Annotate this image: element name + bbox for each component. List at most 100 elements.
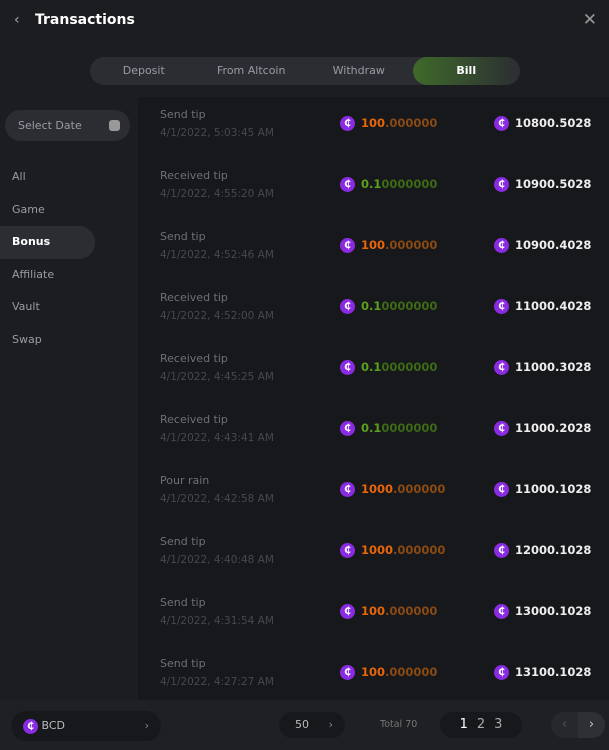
sidebar-item-all[interactable]: All [12,170,26,183]
amount-main: 100 [361,665,386,679]
tab-from-altcoin[interactable]: From Altcoin [217,64,286,77]
balance: ₵ 11000.4028 [494,299,591,314]
amount-main: 100 [361,238,386,252]
bcd-coin-icon: ₵ [23,718,38,734]
table-row: Received tip 4/1/2022, 4:52:00 AM ₵ 0.10000… [138,280,609,341]
bcd-coin-icon: ₵ [340,482,355,497]
bcd-coin-icon: ₵ [494,177,509,192]
page-3-button[interactable]: 3 [494,717,503,732]
balance: ₵ 11000.2028 [494,421,591,436]
balance: ₵ 13000.1028 [494,604,591,619]
currency-select[interactable]: ₵ BCD › [11,711,161,741]
amount-main: 1000 [361,482,394,496]
close-icon[interactable]: ✕ [582,10,597,30]
balance-value: 11000.4028 [515,299,592,313]
transaction-type: Send tip [160,230,206,243]
select-date-placeholder: Select Date [18,119,82,132]
transaction-type: Received tip [160,169,228,182]
transaction-type: Pour rain [160,474,210,487]
amount-decimals: 0000000 [381,421,438,435]
table-row: Received tip 4/1/2022, 4:43:41 AM ₵ 0.10000… [138,402,609,463]
amount-decimals: .000000 [385,238,438,252]
table-row: Send tip 4/1/2022, 5:03:45 AM ₵ 100.000000 ₵… [138,97,609,158]
transaction-amount: ₵ 0.10000000 [340,360,437,375]
balance: ₵ 11000.3028 [494,360,591,375]
bcd-coin-icon: ₵ [340,360,355,375]
calendar-icon[interactable] [109,120,120,131]
bcd-coin-icon: ₵ [340,421,355,436]
transaction-amount: ₵ 0.10000000 [340,299,437,314]
amount-decimals: 0000000 [381,177,438,191]
balance-value: 12000.1028 [515,543,592,557]
amount-decimals: .000000 [393,482,446,496]
bcd-coin-icon: ₵ [494,604,509,619]
amount-main: 100 [361,604,386,618]
balance: ₵ 10900.4028 [494,238,591,253]
page-2-button[interactable]: 2 [476,717,486,732]
sidebar-item-game[interactable]: Game [12,202,45,216]
table-row: Send tip 4/1/2022, 4:27:27 AM ₵ 100.000000 ₵… [138,646,609,707]
transaction-amount: ₵ 100.000000 [340,665,437,680]
bcd-coin-icon: ₵ [494,299,509,314]
sidebar-item-vault[interactable]: Vault [12,300,40,313]
bcd-coin-icon: ₵ [494,116,509,131]
transaction-time: 4/1/2022, 4:31:54 AM [160,615,274,627]
amount-main: 0.1 [361,299,382,313]
transaction-time: 4/1/2022, 4:42:58 AM [160,493,274,505]
amount-main: 1000 [361,543,394,557]
balance: ₵ 11000.1028 [494,482,591,497]
transaction-amount: ₵ 100.000000 [340,116,437,131]
bcd-coin-icon: ₵ [494,665,509,680]
tab-bar: Deposit From Altcoin Withdraw Bill [90,57,520,85]
table-row: Pour rain 4/1/2022, 4:42:58 AM ₵ 1000.00000… [138,463,609,524]
bcd-coin-icon: ₵ [340,238,355,253]
bcd-coin-icon: ₵ [494,421,509,436]
table-row: Received tip 4/1/2022, 4:45:25 AM ₵ 0.10000… [138,341,609,402]
balance: ₵ 10800.5028 [494,116,591,131]
amount-decimals: 0000000 [381,360,438,374]
balance-value: 10800.5028 [515,116,592,130]
back-icon[interactable]: ‹ [14,12,20,28]
transaction-time: 4/1/2022, 4:43:41 AM [160,432,274,444]
transaction-type: Received tip [160,352,228,365]
transaction-type: Received tip [160,413,228,426]
transaction-type: Send tip [160,596,206,609]
tab-bill[interactable]: Bill [412,57,520,85]
bcd-coin-icon: ₵ [340,116,355,131]
sidebar-item-swap[interactable]: Swap [12,332,42,346]
transaction-type: Send tip [160,535,206,548]
balance-value: 10900.5028 [515,177,592,191]
next-page-button[interactable]: › [578,712,605,738]
balance: ₵ 13100.1028 [494,665,591,680]
select-date-input[interactable]: Select Date [5,110,130,141]
prev-page-button[interactable]: ‹ [561,717,568,732]
amount-decimals: .000000 [385,116,438,130]
page-1-button[interactable]: 1 [459,717,468,732]
balance-value: 11000.2028 [515,421,592,435]
transaction-time: 4/1/2022, 4:52:46 AM [160,249,274,261]
transaction-amount: ₵ 1000.000000 [340,543,445,558]
sidebar-item-affiliate[interactable]: Affiliate [12,267,55,281]
transaction-time: 4/1/2022, 4:55:20 AM [160,188,274,200]
bcd-coin-icon: ₵ [494,543,509,558]
tab-withdraw[interactable]: Withdraw [332,64,385,77]
tab-deposit[interactable]: Deposit [122,64,165,77]
balance-value: 13000.1028 [515,604,592,618]
transaction-time: 4/1/2022, 4:45:25 AM [160,371,274,383]
amount-decimals: .000000 [393,543,446,557]
page-title: Transactions [35,12,135,28]
transaction-time: 4/1/2022, 4:52:00 AM [160,310,274,322]
bcd-coin-icon: ₵ [494,238,509,253]
transaction-amount: ₵ 100.000000 [340,604,437,619]
balance-value: 11000.3028 [515,360,592,374]
chevron-right-icon: › [328,718,333,731]
chevron-right-icon: › [144,719,149,732]
table-row: Send tip 4/1/2022, 4:40:48 AM ₵ 1000.000000… [138,524,609,585]
transaction-time: 4/1/2022, 5:03:45 AM [160,127,274,139]
currency-label: BCD [41,719,66,732]
sidebar-item-bonus[interactable]: Bonus [0,226,95,259]
transaction-type: Send tip [160,108,206,121]
page-size-select[interactable]: 50 › [279,712,345,738]
bcd-coin-icon: ₵ [340,604,355,619]
